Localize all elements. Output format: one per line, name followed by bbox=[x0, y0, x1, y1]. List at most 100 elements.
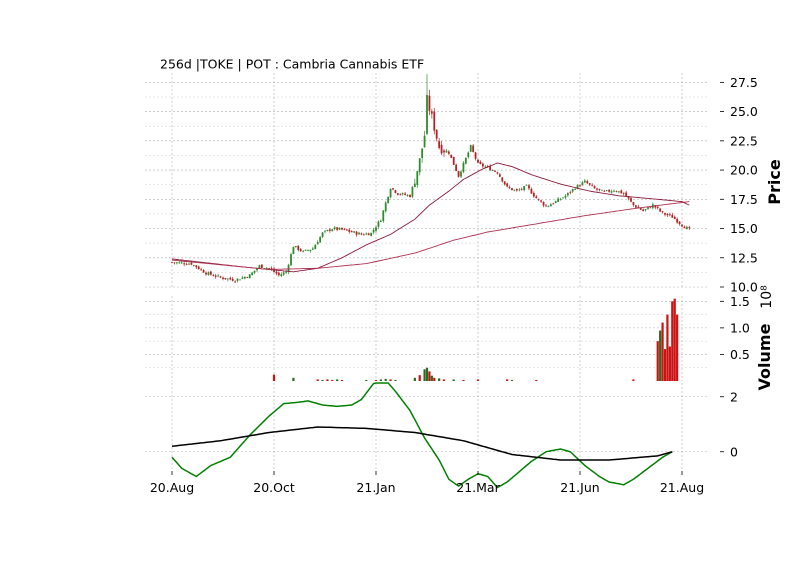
candle-up bbox=[375, 227, 377, 231]
y-tick-label: 20.0 bbox=[730, 163, 758, 178]
candle-down bbox=[661, 211, 664, 213]
candle-down bbox=[457, 171, 460, 177]
y-tick-label: 17.5 bbox=[730, 192, 758, 207]
candle-down bbox=[440, 144, 443, 154]
candle-down bbox=[615, 191, 618, 193]
candle-up bbox=[265, 267, 268, 269]
volume-bar bbox=[535, 379, 538, 381]
volume-axis-label: Volume bbox=[755, 323, 774, 390]
candle-down bbox=[528, 185, 530, 189]
candle-down bbox=[603, 190, 606, 192]
candle-up bbox=[445, 150, 448, 153]
candle-down bbox=[231, 278, 234, 281]
candle-down bbox=[481, 163, 484, 167]
candle-down bbox=[277, 272, 280, 276]
candle-down bbox=[404, 193, 407, 195]
candle-up bbox=[484, 166, 487, 168]
candle-up bbox=[406, 194, 409, 196]
candle-down bbox=[268, 268, 271, 269]
candle-down bbox=[443, 150, 445, 153]
volume-bar bbox=[321, 379, 324, 381]
candle-down bbox=[447, 151, 450, 154]
candle-up bbox=[241, 277, 244, 279]
candle-down bbox=[195, 265, 198, 268]
volume-bar bbox=[671, 301, 674, 381]
candle-up bbox=[525, 184, 528, 186]
candle-up bbox=[287, 264, 290, 273]
candle-up bbox=[358, 232, 360, 235]
candle-up bbox=[377, 221, 380, 227]
candle-up bbox=[566, 192, 569, 196]
candle-down bbox=[681, 224, 683, 227]
candle-up bbox=[418, 158, 421, 173]
volume-bar bbox=[676, 314, 679, 381]
candle-up bbox=[302, 250, 305, 252]
candle-up bbox=[239, 279, 241, 281]
price-axis-label: Price bbox=[765, 159, 784, 205]
candle-down bbox=[190, 262, 193, 265]
oscillator-lines bbox=[171, 382, 673, 489]
candle-down bbox=[673, 216, 676, 220]
candle-down bbox=[537, 198, 540, 200]
candle-up bbox=[365, 233, 368, 235]
candle-up bbox=[282, 272, 285, 275]
price-candles bbox=[171, 74, 691, 283]
candle-down bbox=[360, 233, 363, 235]
candle-down bbox=[200, 269, 203, 271]
x-tick-label: 21.Jun bbox=[560, 480, 599, 495]
volume-bar bbox=[506, 379, 509, 381]
candle-up bbox=[236, 278, 239, 281]
candle-down bbox=[433, 111, 436, 131]
candle-down bbox=[275, 271, 278, 274]
candle-up bbox=[321, 232, 324, 237]
candle-down bbox=[489, 166, 492, 171]
candle-down bbox=[668, 214, 671, 216]
candle-up bbox=[564, 195, 567, 198]
candle-up bbox=[574, 189, 577, 190]
candle-down bbox=[508, 187, 511, 189]
candle-down bbox=[336, 227, 339, 230]
candle-down bbox=[511, 188, 513, 191]
candle-up bbox=[401, 193, 404, 195]
candle-down bbox=[506, 183, 509, 187]
volume-bar bbox=[272, 374, 276, 381]
candle-down bbox=[596, 188, 598, 190]
candle-up bbox=[175, 262, 178, 264]
volume-bar bbox=[379, 379, 382, 381]
candle-up bbox=[423, 135, 426, 148]
candle-up bbox=[285, 271, 288, 273]
candle-down bbox=[479, 161, 482, 165]
volume-bar bbox=[428, 371, 431, 381]
candle-down bbox=[348, 229, 351, 232]
candle-down bbox=[630, 198, 632, 202]
oscillator-grid bbox=[145, 383, 708, 471]
volume-bar bbox=[423, 369, 426, 381]
candle-up bbox=[467, 152, 470, 158]
candle-up bbox=[647, 206, 649, 209]
volume-bar bbox=[663, 349, 667, 381]
moving-average-200 bbox=[171, 201, 690, 270]
y-tick-label: 10.0 bbox=[730, 280, 758, 295]
candle-down bbox=[676, 218, 679, 223]
candle-up bbox=[549, 204, 552, 207]
candle-down bbox=[498, 174, 501, 177]
x-tick-label: 21.Mar bbox=[456, 480, 500, 495]
candle-up bbox=[562, 197, 564, 199]
candle-up bbox=[372, 229, 375, 233]
candle-down bbox=[477, 159, 479, 163]
volume-scale-label: 10⁸ bbox=[759, 285, 775, 309]
candle-down bbox=[530, 188, 533, 194]
candle-down bbox=[501, 177, 504, 182]
candle-down bbox=[185, 264, 188, 266]
volume-bar bbox=[413, 377, 416, 381]
candle-down bbox=[341, 227, 343, 230]
candle-up bbox=[280, 274, 283, 276]
volume-bar bbox=[418, 375, 421, 381]
candle-up bbox=[617, 191, 620, 193]
candle-up bbox=[304, 249, 307, 251]
x-axis: 20.Aug 20.Oct 21.Jan 21.Mar 21.Jun 21.Aug bbox=[150, 471, 704, 495]
candle-down bbox=[171, 262, 173, 264]
candle-up bbox=[217, 275, 220, 277]
candle-down bbox=[666, 214, 669, 216]
candle-up bbox=[331, 229, 334, 232]
